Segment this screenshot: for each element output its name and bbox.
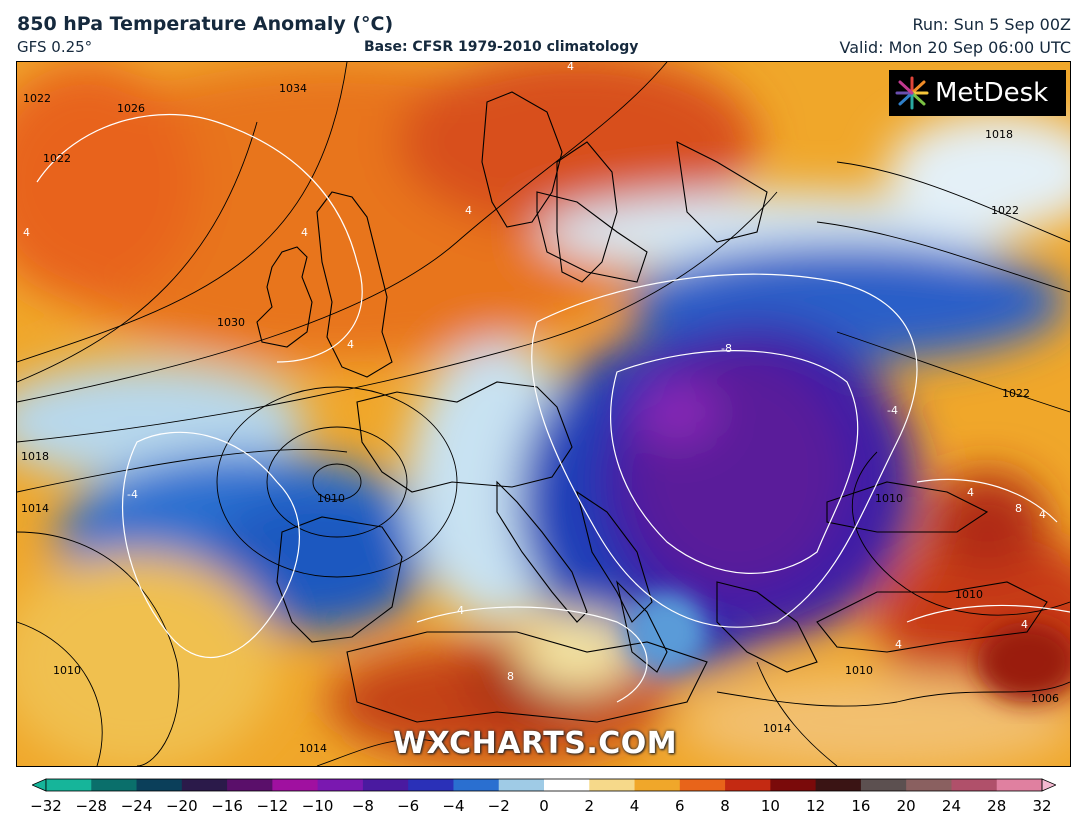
isobar-label: 1022 — [23, 92, 51, 105]
colorbar-tick-label: 8 — [720, 797, 730, 815]
colorbar-segment — [725, 779, 771, 791]
anomaly-label: -4 — [887, 404, 898, 417]
isobar-label: 1010 — [317, 492, 345, 505]
colorbar-segment — [272, 779, 319, 791]
isobar-label: 1010 — [875, 492, 903, 505]
colorbar-segment — [951, 779, 998, 791]
isobar-label: 1034 — [279, 82, 307, 95]
colorbar-segment — [498, 779, 545, 791]
colorbar-segment — [589, 779, 636, 791]
colorbar-tick-label: −24 — [120, 797, 153, 815]
colorbar-tick-label: 0 — [539, 797, 549, 815]
colorbar-segment — [91, 779, 138, 791]
isobar-label: 1010 — [955, 588, 983, 601]
colorbar-tick-label: −28 — [75, 797, 108, 815]
colorbar-tick-label: −12 — [256, 797, 289, 815]
model-label: GFS 0.25° — [17, 38, 93, 56]
anomaly-label: 8 — [507, 670, 514, 683]
anomaly-label: 4 — [1039, 508, 1046, 521]
colorbar-segment — [860, 779, 907, 791]
colorbar-tick-label: 12 — [806, 797, 826, 815]
colorbar-tick-label: −2 — [487, 797, 510, 815]
anomaly-label: 8 — [1015, 502, 1022, 515]
isobar-label: 1026 — [117, 102, 145, 115]
colorbar-segment — [181, 779, 228, 791]
colorbar-segment — [408, 779, 454, 791]
watermark-text: WXCHARTS.COM — [393, 726, 678, 761]
isobar-label: 1018 — [985, 128, 1013, 141]
colorbar-segment — [317, 779, 364, 791]
colorbar-border — [45, 778, 1043, 792]
anomaly-label: 4 — [895, 638, 902, 651]
colorbar-tick-label: −8 — [351, 797, 374, 815]
colorbar-tick-label: 20 — [896, 797, 916, 815]
anomaly-label: 4 — [23, 226, 30, 239]
isobar-label: 1010 — [53, 664, 81, 677]
metdesk-logo: MetDesk — [889, 70, 1066, 116]
colorbar-tick-label: 16 — [851, 797, 871, 815]
colorbar-segment — [136, 779, 183, 791]
anomaly-label: 4 — [1021, 618, 1028, 631]
anomaly-map: 1022 1022 1026 1034 1018 1022 1030 1022 … — [16, 61, 1071, 767]
anomaly-label: -4 — [127, 488, 138, 501]
isobar-label: 1010 — [845, 664, 873, 677]
valid-time-label: Valid: Mon 20 Sep 06:00 UTC — [839, 38, 1071, 57]
colorbar-min-arrow — [30, 778, 47, 792]
anomaly-label: 4 — [465, 204, 472, 217]
colorbar-segment — [46, 779, 92, 791]
run-time-label: Run: Sun 5 Sep 00Z — [912, 15, 1071, 34]
colorbar-segment — [634, 779, 681, 791]
colorbar-segment — [996, 779, 1043, 791]
colorbar-segment — [815, 779, 862, 791]
colorbar-tick-label: 28 — [987, 797, 1007, 815]
anomaly-label: 4 — [347, 338, 354, 351]
isobar-label: 1014 — [21, 502, 49, 515]
anomaly-label: 4 — [967, 486, 974, 499]
anomaly-label: 4 — [457, 604, 464, 617]
colorbar-segment — [453, 779, 500, 791]
colorbar-segment — [906, 779, 952, 791]
metdesk-starburst-icon — [895, 76, 929, 110]
colorbar-tick-label: 6 — [675, 797, 685, 815]
colorbar-tick-label: −20 — [165, 797, 198, 815]
chart-title: 850 hPa Temperature Anomaly (°C) — [17, 13, 394, 35]
anomaly-label: -8 — [721, 342, 732, 355]
colorbar — [30, 776, 1058, 798]
isobar-label: 1014 — [763, 722, 791, 735]
colorbar-tick-label: 10 — [760, 797, 780, 815]
logo-text: MetDesk — [935, 78, 1049, 108]
colorbar-tick-label: 24 — [941, 797, 961, 815]
isobar-label: 1030 — [217, 316, 245, 329]
colorbar-tick-label: 4 — [629, 797, 640, 815]
isobar-label: 1018 — [21, 450, 49, 463]
colorbar-segment — [770, 779, 817, 791]
isobar-label: 1006 — [1031, 692, 1059, 705]
isobar-label: 1022 — [991, 204, 1019, 217]
colorbar-tick-label: −32 — [30, 797, 62, 815]
anomaly-label: 4 — [301, 226, 308, 239]
colorbar-tick-label: −6 — [397, 797, 420, 815]
colorbar-tick-label: −10 — [301, 797, 334, 815]
colorbar-segment — [544, 779, 590, 791]
isobar-label: 1022 — [1002, 387, 1030, 400]
colorbar-segment — [679, 779, 726, 791]
colorbar-tick-label: −4 — [442, 797, 465, 815]
colorbar-tick-label: −16 — [211, 797, 243, 815]
anomaly-label: 4 — [567, 62, 574, 73]
isobar-label: 1014 — [299, 742, 327, 755]
colorbar-max-arrow — [1041, 778, 1058, 792]
colorbar-tick-label: 2 — [584, 797, 595, 815]
climatology-base-label: Base: CFSR 1979-2010 climatology — [364, 39, 639, 55]
colorbar-segment — [362, 779, 409, 791]
colorbar-segment — [227, 779, 273, 791]
colorbar-tick-label: 32 — [1032, 797, 1052, 815]
isobar-label: 1022 — [43, 152, 71, 165]
